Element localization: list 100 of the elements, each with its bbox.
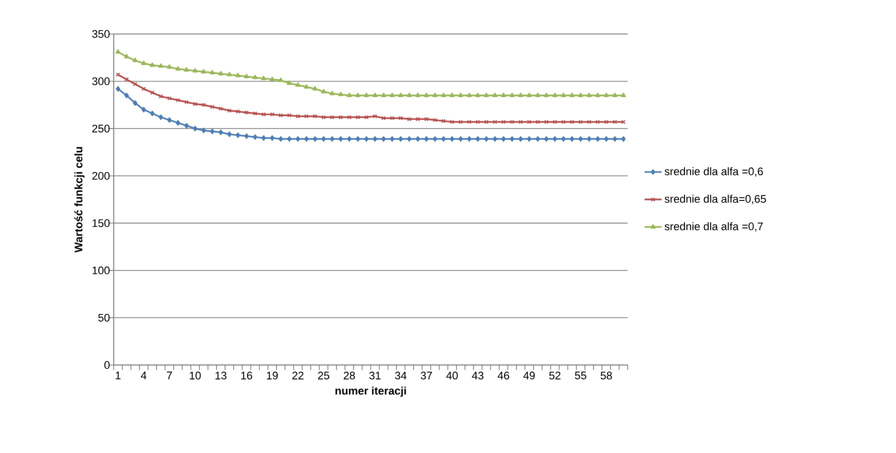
point: [132, 100, 138, 106]
point: [321, 136, 326, 142]
point: [150, 110, 154, 116]
point: [176, 98, 180, 102]
point: [372, 136, 378, 142]
point: [518, 92, 524, 98]
point: [124, 92, 129, 98]
point: [364, 92, 369, 98]
point: [304, 136, 309, 142]
x-tick-label: 55: [574, 372, 586, 380]
point: [175, 66, 180, 71]
point: [167, 96, 172, 100]
x-tick-label: 1: [116, 372, 121, 380]
point: [398, 116, 403, 120]
point: [612, 92, 618, 98]
point: [544, 136, 549, 142]
point: [278, 113, 283, 118]
point: [210, 128, 214, 134]
point: [330, 90, 335, 96]
point: [166, 64, 172, 69]
point: [510, 120, 514, 124]
point: [252, 134, 258, 140]
point: [227, 108, 232, 113]
y-tick-label: 100: [92, 266, 110, 274]
point: [356, 136, 360, 142]
point: [236, 109, 240, 114]
point: [218, 130, 224, 136]
x-tick-label: 31: [369, 372, 381, 380]
point: [312, 114, 318, 118]
point: [467, 120, 472, 124]
point: [296, 136, 300, 142]
point: [501, 136, 506, 142]
point: [261, 76, 266, 80]
point: [201, 128, 206, 134]
point: [287, 113, 292, 118]
point: [338, 136, 343, 142]
point: [596, 120, 600, 124]
point: [407, 136, 412, 142]
point: [390, 116, 394, 120]
point: [450, 92, 455, 98]
point: [432, 136, 438, 142]
point: [244, 110, 249, 115]
y-tick-label: 200: [92, 172, 110, 180]
x-tick-label: 10: [190, 372, 201, 380]
x-axis-title: numer iteracji: [336, 386, 406, 397]
point: [347, 115, 352, 120]
legend-label: srednie dla alfa=0,65: [664, 194, 766, 204]
point: [192, 68, 198, 73]
x-tick-label: 7: [166, 372, 172, 380]
point: [432, 92, 438, 98]
point: [132, 58, 138, 62]
point: [244, 74, 250, 78]
point: [158, 114, 164, 120]
point: [184, 122, 189, 129]
point: [141, 106, 146, 112]
point: [466, 92, 472, 98]
y-tick-label: 150: [92, 219, 110, 228]
y-tick-label: 350: [92, 30, 110, 38]
point: [475, 92, 480, 98]
point: [407, 116, 412, 122]
point: [338, 115, 343, 120]
point: [544, 92, 549, 98]
point: [226, 72, 232, 76]
y-tick-label: 50: [98, 314, 110, 322]
point: [184, 100, 189, 104]
point: [450, 136, 454, 142]
point: [552, 92, 558, 98]
point: [142, 86, 146, 91]
point: [218, 106, 223, 111]
y-tick-label: 250: [92, 124, 110, 132]
point: [406, 92, 412, 98]
point: [484, 92, 489, 98]
point: [278, 78, 284, 82]
y-tick-label: 0: [104, 361, 110, 369]
x-tick-label: 49: [523, 372, 535, 380]
point: [372, 114, 378, 118]
point: [116, 86, 120, 92]
point: [167, 117, 172, 123]
point: [192, 126, 198, 132]
point: [312, 136, 318, 142]
point: [184, 67, 190, 72]
point: [492, 92, 498, 98]
point: [416, 136, 420, 142]
point: [158, 63, 164, 68]
point: [227, 131, 232, 138]
x-tick-label: 58: [600, 372, 612, 380]
point: [552, 136, 558, 142]
point: [124, 54, 130, 58]
point: [458, 92, 464, 98]
point: [621, 136, 626, 142]
point: [441, 118, 446, 124]
point: [561, 120, 566, 124]
point: [527, 120, 532, 124]
point: [261, 135, 266, 141]
point: [415, 92, 420, 98]
point: [424, 116, 429, 122]
point: [304, 114, 309, 118]
point: [210, 104, 214, 109]
point: [595, 92, 600, 98]
point: [321, 88, 326, 94]
